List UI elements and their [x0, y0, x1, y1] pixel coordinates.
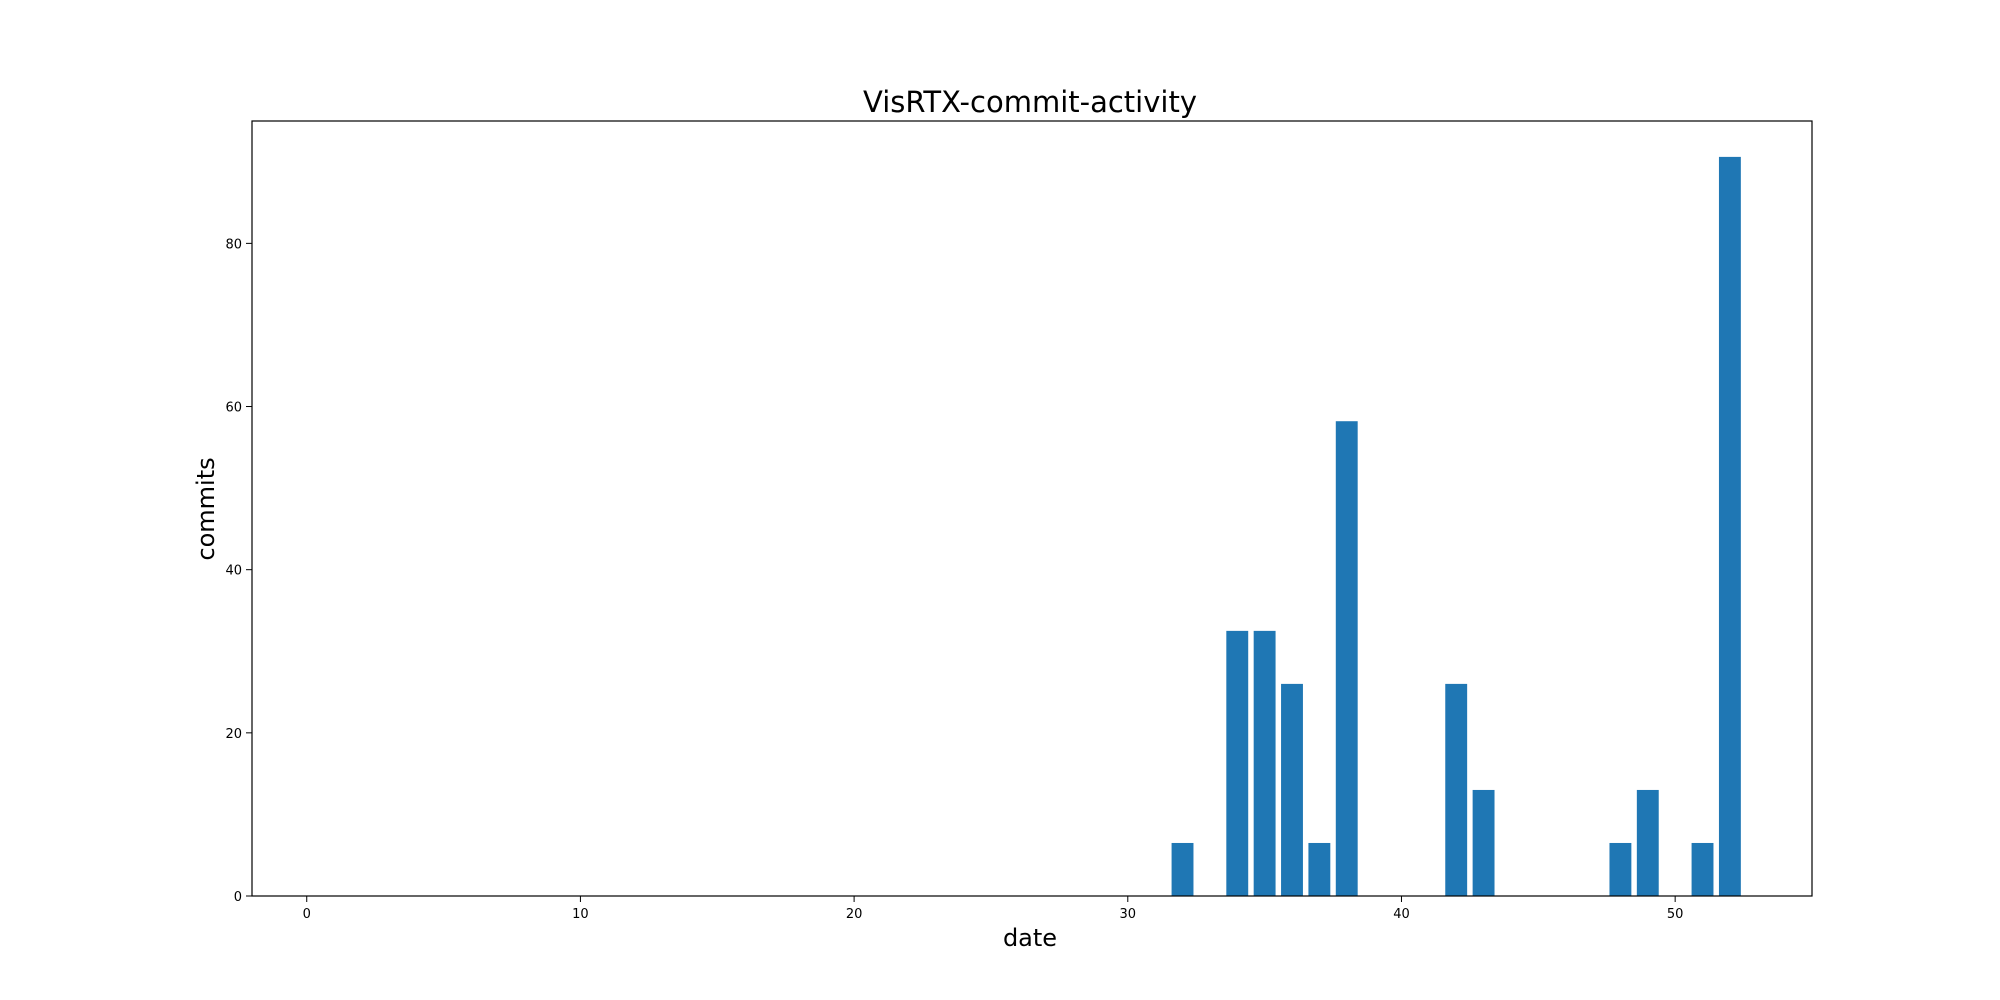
- bar-37: [1308, 842, 1331, 896]
- x-axis-ticks: 0 10 20 30 40 50: [303, 896, 1684, 922]
- y-tick-label-20: 20: [225, 727, 242, 742]
- bar-34: [1226, 630, 1249, 896]
- x-tick-label-30: 30: [1120, 907, 1137, 922]
- bar-32: [1171, 842, 1194, 896]
- y-tick-label-0: 0: [234, 890, 242, 905]
- chart-title: VisRTX-commit-activity: [863, 85, 1197, 119]
- y-axis-ticks: 0 20 40 60 80: [225, 237, 252, 905]
- y-tick-label-40: 40: [225, 564, 242, 579]
- bar-38: [1335, 421, 1358, 896]
- bar-52: [1718, 156, 1741, 896]
- plot-area-frame: [251, 120, 1813, 897]
- x-tick-label-50: 50: [1667, 907, 1684, 922]
- y-tick-label-60: 60: [225, 401, 242, 416]
- bar-36: [1281, 683, 1303, 896]
- y-tick-label-80: 80: [225, 237, 242, 252]
- x-tick-label-40: 40: [1393, 907, 1410, 922]
- x-axis-title: date: [1003, 924, 1057, 952]
- bar-42: [1445, 683, 1468, 896]
- bar-51: [1691, 842, 1714, 896]
- y-axis-title: commits: [192, 457, 220, 560]
- x-tick-label-10: 10: [572, 907, 589, 922]
- bar-49: [1636, 789, 1659, 896]
- bar-35: [1253, 630, 1276, 896]
- bar-48: [1609, 842, 1632, 896]
- bars-layer: [1171, 156, 1741, 896]
- x-tick-label-0: 0: [303, 907, 311, 922]
- bar-43: [1472, 789, 1495, 896]
- x-tick-label-20: 20: [846, 907, 863, 922]
